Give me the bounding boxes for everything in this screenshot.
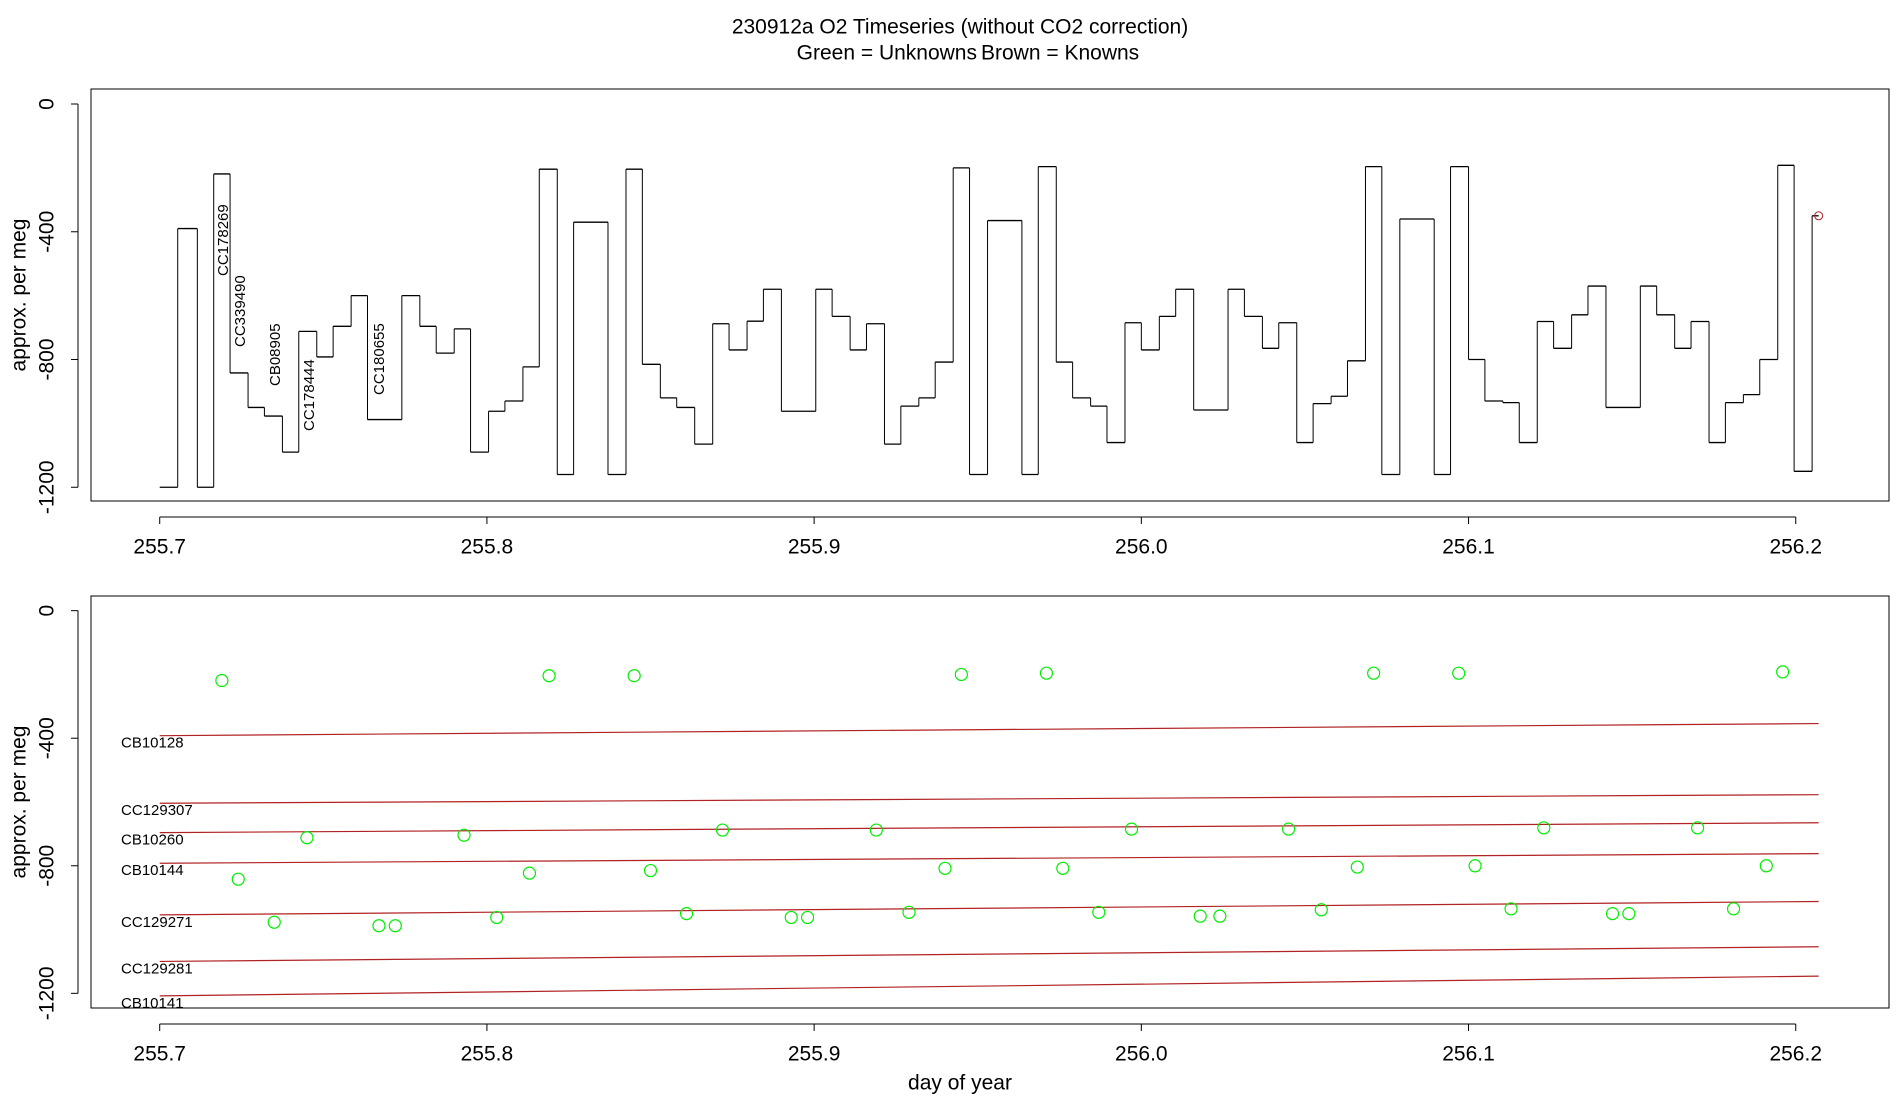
y-tick-label: 0 [36,605,59,617]
unknown-point [1039,666,1054,680]
x-axis-label: day of year [908,1072,1012,1095]
chart-title: 230912a O2 Timeseries (without CO2 corre… [732,16,1188,39]
known-line [159,822,1819,834]
unknown-point [1314,903,1328,917]
x-tick-label: 256.1 [1442,536,1495,559]
unknown-point [1124,822,1139,836]
unknown-point [388,919,402,933]
y-tick-label: -400 [36,211,59,253]
x-tick-label: 255.9 [788,1043,841,1066]
unknown-point [490,910,504,925]
known-line [159,794,1819,804]
unknown-point [1468,859,1482,873]
y-tick-label: -1200 [36,460,59,514]
y-tick-label: -800 [36,845,59,887]
unknown-point [954,667,968,682]
y-tick-label: -1200 [36,966,59,1020]
known-label: CB10144 [121,862,184,879]
y-tick-label: -400 [36,717,59,759]
known-label: CC129281 [121,960,193,977]
unknown-point [1622,907,1636,921]
unknown-point [1092,905,1106,919]
sample-label: CC339490 [232,275,249,347]
unknown-point [372,919,386,933]
unknown-point [231,872,245,886]
x-tick-label: 255.9 [788,536,841,559]
known-label: CB10128 [121,735,184,752]
unknown-point [1350,860,1364,874]
x-tick-label: 255.8 [461,536,514,559]
y-axis-label: approx. per meg [8,726,31,879]
subtitle-unknowns: Green = Unknowns [797,42,977,65]
sample-label: CC178269 [215,204,232,276]
unknown-point [1537,821,1551,835]
unknown-point [715,823,730,837]
x-tick-label: 256.2 [1769,1043,1822,1066]
unknown-point [1193,909,1207,923]
unknown-point [542,669,556,683]
unknown-point [1605,907,1620,921]
y-tick-label: 0 [36,98,59,110]
known-line [159,722,1819,737]
unknown-point [869,823,883,837]
unknown-point [784,910,798,925]
plot-frame [90,88,1890,502]
unknown-point [267,915,281,929]
unknown-point [1726,902,1741,916]
unknown-point [1504,902,1518,916]
unknown-point [1452,666,1466,680]
trace-end [1814,211,1824,221]
sample-label: CC180655 [371,323,388,395]
unknown-point [1367,666,1381,680]
unknown-point [457,828,471,842]
known-label: CB10260 [121,832,184,849]
sample-label: CC178444 [301,359,318,431]
known-label: CB10141 [121,995,184,1012]
unknown-point [1213,909,1227,923]
x-tick-label: 256.2 [1769,536,1822,559]
unknown-point [1690,821,1705,835]
unknown-point [679,907,694,921]
known-label: CC129307 [121,802,193,819]
unknown-point [938,861,952,875]
unknown-point [902,905,916,919]
y-tick-label: -800 [36,338,59,380]
x-tick-label: 256.0 [1115,1043,1168,1066]
unknown-point [643,863,658,878]
known-line [159,946,1819,963]
unknown-point [1759,859,1773,873]
unknown-point [1281,822,1296,836]
sample-label: CB08905 [267,323,284,386]
unknown-point [800,910,815,925]
y-axis-label: approx. per meg [8,219,31,372]
x-tick-label: 255.7 [133,1043,186,1066]
unknown-point [1056,861,1070,875]
subtitle-knowns: Brown = Knowns [981,42,1139,65]
x-tick-label: 256.1 [1442,1043,1495,1066]
unknown-point [215,673,229,688]
x-tick-label: 255.7 [133,536,186,559]
unknown-point [300,831,314,845]
x-tick-label: 256.0 [1115,536,1168,559]
unknown-point [1776,665,1790,679]
known-label: CC129271 [121,914,193,931]
unknown-point [627,669,641,683]
known-line [159,853,1819,864]
known-line [159,900,1819,916]
plot-frame [90,595,1890,1009]
x-tick-label: 255.8 [461,1043,514,1066]
unknown-point [522,866,537,880]
known-line [159,975,1819,997]
